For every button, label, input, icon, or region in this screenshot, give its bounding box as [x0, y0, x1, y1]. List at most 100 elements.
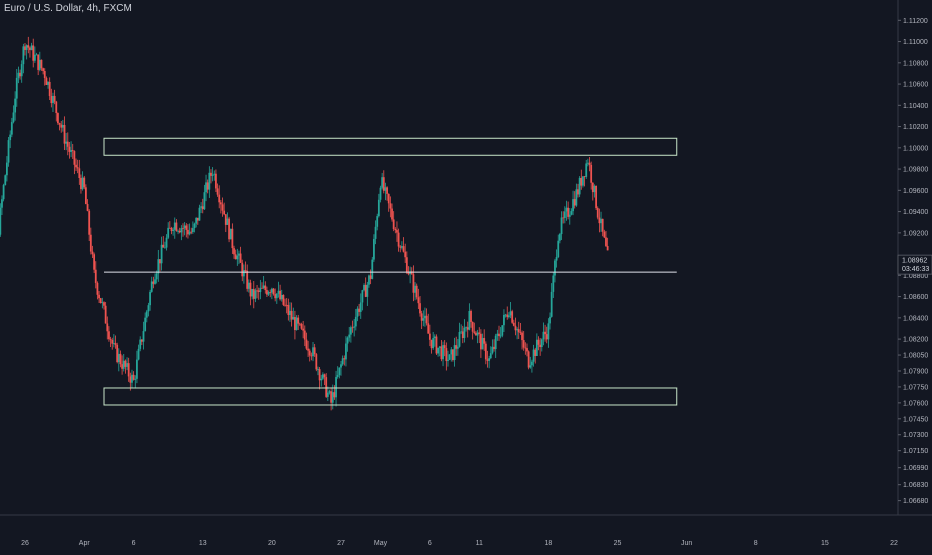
candle: [567, 201, 570, 220]
candle: [37, 54, 40, 76]
candle: [419, 295, 421, 317]
candle: [284, 298, 286, 307]
candle: [345, 336, 347, 367]
candle: [246, 264, 249, 292]
time-tick-label: 6: [428, 540, 432, 547]
candle: [63, 116, 66, 150]
candle: [540, 338, 543, 352]
candle: [193, 222, 196, 233]
candle: [578, 176, 581, 198]
price-tick-label: 1.06830: [903, 482, 928, 489]
candle: [504, 313, 507, 318]
candle: [359, 293, 362, 319]
time-axis[interactable]: 26 Apr 6 13 20 27 May 6 11 18 25 Jun 8 15 22: [0, 514, 932, 547]
candle: [127, 357, 130, 382]
candle: [196, 217, 199, 225]
candle: [9, 130, 12, 149]
candle: [177, 229, 179, 235]
candle: [205, 174, 207, 202]
candle: [374, 220, 377, 245]
candle: [0, 203, 2, 237]
candle: [496, 329, 499, 341]
candle: [376, 213, 379, 231]
candle: [336, 366, 339, 379]
candle: [368, 274, 370, 288]
candle: [590, 161, 593, 190]
candle: [274, 288, 277, 302]
price-tick-label: 1.10200: [903, 124, 928, 131]
time-tick-label: 15: [821, 540, 829, 547]
candle: [155, 270, 158, 284]
price-tick-label: 1.09800: [903, 167, 928, 174]
candle: [75, 158, 77, 172]
candle: [341, 355, 344, 366]
candle: [223, 202, 226, 216]
candle: [410, 267, 413, 275]
candle: [229, 228, 232, 240]
candle: [353, 318, 356, 337]
candle: [109, 336, 112, 347]
candle: [585, 159, 588, 179]
candle: [32, 38, 35, 68]
candle: [80, 174, 82, 194]
candle: [415, 283, 418, 300]
candle: [582, 176, 584, 188]
candle: [471, 321, 474, 340]
candle: [168, 221, 171, 229]
candle: [251, 288, 254, 300]
candle: [442, 341, 444, 367]
time-tick-label: 11: [476, 540, 483, 547]
candle: [195, 217, 198, 228]
price-axis[interactable]: 1.11200 1.11000 1.10800 1.10600 1.10400 1.102…: [897, 0, 928, 515]
price-tick-label: 1.08050: [903, 353, 928, 360]
candle: [349, 325, 352, 343]
candle: [198, 204, 201, 221]
candle: [242, 264, 245, 284]
candle: [231, 223, 234, 254]
candle: [303, 325, 306, 347]
candle: [476, 329, 479, 344]
candle: [5, 156, 8, 182]
zone-rectangle-1[interactable]: [103, 387, 678, 406]
candle: [219, 200, 222, 214]
candle: [356, 306, 359, 322]
candle: [509, 301, 512, 319]
candle: [397, 228, 400, 252]
candle: [473, 322, 476, 335]
candle: [122, 353, 125, 372]
candle: [435, 334, 438, 355]
candle: [203, 184, 206, 210]
candle: [453, 337, 456, 367]
candle: [534, 347, 537, 364]
candle: [438, 346, 441, 357]
price-tick-label: 1.10600: [903, 82, 928, 89]
candle: [134, 375, 137, 389]
candle: [310, 352, 313, 361]
zone-rectangle-0[interactable]: [103, 137, 678, 156]
candle: [2, 183, 5, 202]
candle: [498, 325, 500, 341]
chart-title: Euro / U.S. Dollar, 4h, FXCM: [4, 3, 132, 14]
candle: [154, 273, 156, 285]
candle: [50, 88, 53, 108]
candle: [136, 350, 138, 384]
candle: [173, 217, 176, 239]
candle: [137, 344, 140, 361]
candle: [65, 132, 68, 151]
candle: [565, 200, 568, 221]
candle: [25, 44, 28, 60]
candle: [101, 297, 104, 309]
candle: [511, 309, 514, 324]
candle: [112, 334, 115, 348]
price-tick-label: 1.07750: [903, 384, 928, 391]
candle: [488, 355, 491, 369]
candle: [142, 321, 145, 350]
candle: [407, 266, 410, 276]
candle: [170, 226, 173, 235]
candle: [208, 166, 211, 198]
candle: [279, 284, 282, 301]
candle: [280, 289, 283, 302]
